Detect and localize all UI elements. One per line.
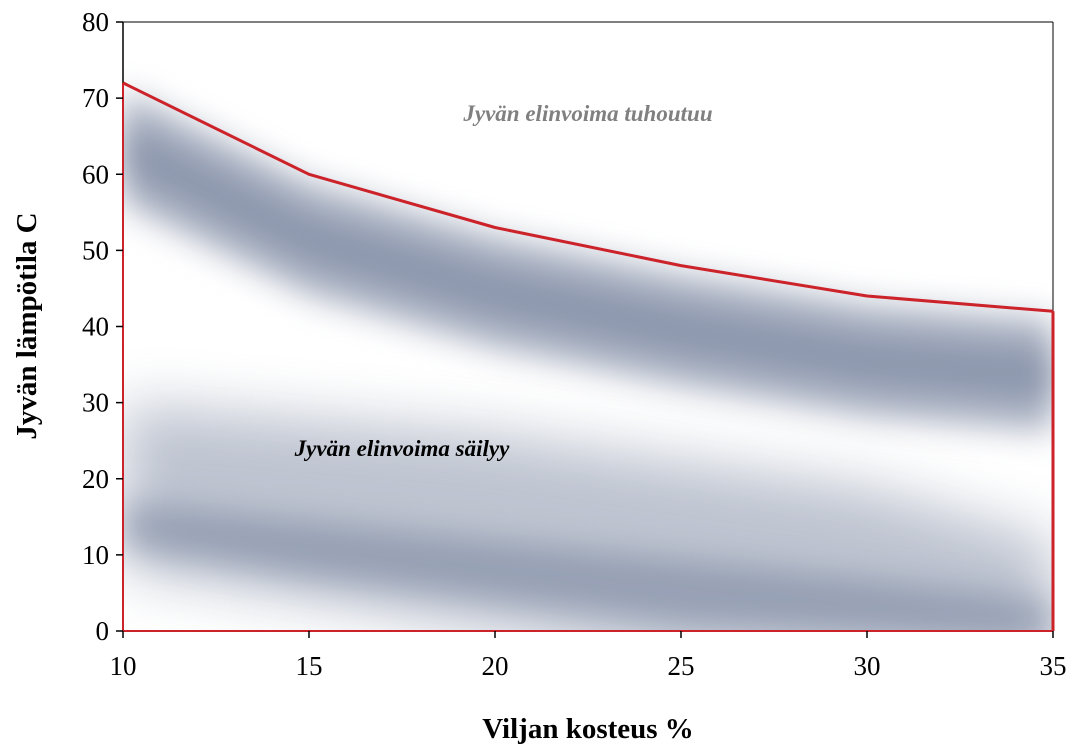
y-tick-label: 30 [82,388,109,418]
region-label: Jyvän elinvoima tuhoutuu [462,101,712,126]
annotation-group: Jyvän elinvoima tuhoutuu Jyvän elinvoima … [294,101,713,461]
x-axis-ticks: 10 15 20 25 30 35 [110,631,1067,681]
y-tick-label: 50 [82,235,109,265]
y-tick-label: 40 [82,312,109,342]
upper-shaded-core [123,121,1053,403]
lower-shaded-core [123,501,1053,631]
x-axis-title: Viljan kosteus % [482,713,694,745]
x-tick-label: 25 [668,651,695,681]
boundary-line [122,81,1054,313]
y-tick-label: 60 [82,159,109,189]
x-tick-label: 15 [296,651,323,681]
y-axis-title: Jyvän lämpötila C [11,212,43,439]
y-tick-label: 20 [82,464,109,494]
y-tick-label: 10 [82,540,109,570]
region-label: Jyvän elinvoima säilyy [294,436,510,461]
y-tick-label: 80 [82,7,109,37]
x-tick-label: 35 [1040,651,1067,681]
x-tick-label: 20 [482,651,509,681]
y-axis-ticks: 0 10 20 30 40 50 60 70 80 [82,7,123,646]
shaded-band-group [123,90,1053,631]
x-tick-label: 10 [110,651,137,681]
x-tick-label: 30 [854,651,881,681]
y-tick-label: 70 [82,83,109,113]
y-tick-label: 0 [96,616,110,646]
boundary-group [122,81,1055,632]
